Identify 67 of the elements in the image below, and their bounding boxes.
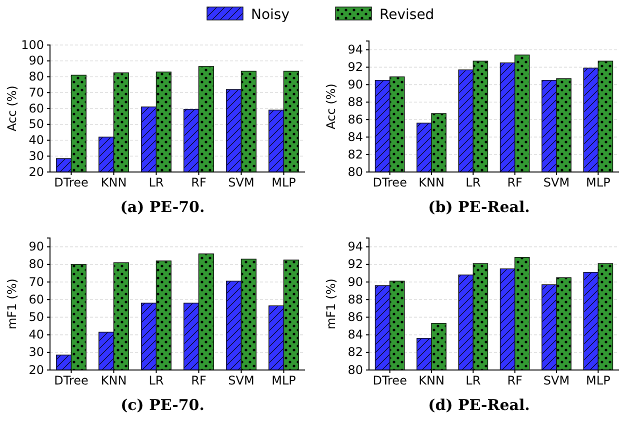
y-tick-label: 88 <box>348 94 363 109</box>
y-axis-title: mF1 (%) <box>5 278 19 330</box>
y-tick-label: 50 <box>28 117 44 132</box>
y-tick-label: 82 <box>348 345 363 360</box>
x-tick-label: KNN <box>100 176 127 190</box>
y-tick-label: 90 <box>28 54 44 68</box>
x-tick-label: SVM <box>543 374 570 388</box>
x-tick-label: SVM <box>228 176 254 190</box>
y-axis-title: mF1 (%) <box>324 278 338 330</box>
y-tick-label: 80 <box>348 164 363 179</box>
y-tick-label: 70 <box>28 85 44 100</box>
x-tick-label: KNN <box>418 374 444 388</box>
x-tick-label: MLP <box>586 374 610 388</box>
legend-label: Revised <box>380 7 434 23</box>
y-tick-label: 84 <box>348 328 363 342</box>
y-tick-label: 40 <box>28 133 44 148</box>
y-tick-label: 86 <box>348 112 363 126</box>
y-tick-label: 90 <box>28 240 44 254</box>
y-tick-label: 20 <box>28 164 44 179</box>
y-tick-label: 30 <box>28 345 44 360</box>
y-tick-label: 88 <box>348 292 363 306</box>
x-tick-label: RF <box>191 374 206 388</box>
y-tick-label: 100 <box>21 38 44 52</box>
x-tick-label: DTree <box>372 176 407 190</box>
y-tick-label: 20 <box>28 362 44 377</box>
x-tick-label: LR <box>148 374 164 388</box>
x-tick-label: DTree <box>54 176 88 190</box>
x-tick-label: SVM <box>228 374 254 388</box>
x-tick-label: LR <box>466 176 481 190</box>
y-tick-label: 82 <box>348 147 363 162</box>
text: (a) PE-70. <box>120 198 205 216</box>
x-tick-label: MLP <box>272 374 296 388</box>
y-tick-label: 92 <box>348 60 363 74</box>
y-tick-label: 86 <box>348 310 363 324</box>
x-tick-label: LR <box>148 176 164 190</box>
y-tick-label: 92 <box>348 257 363 272</box>
y-tick-label: 80 <box>28 257 44 272</box>
x-tick-label: KNN <box>418 176 444 190</box>
x-tick-label: KNN <box>100 374 127 388</box>
x-tick-label: DTree <box>372 374 407 388</box>
y-tick-label: 40 <box>28 328 44 342</box>
y-tick-label: 70 <box>28 274 44 289</box>
y-tick-label: 80 <box>28 70 44 84</box>
x-tick-label: MLP <box>586 176 610 190</box>
y-axis-title: Acc (%) <box>324 84 338 130</box>
x-tick-label: MLP <box>272 176 296 190</box>
x-tick-label: RF <box>191 176 206 190</box>
text: (b) PE-Real. <box>428 198 530 216</box>
y-tick-label: 60 <box>28 292 44 306</box>
x-tick-label: SVM <box>543 176 570 190</box>
x-tick-label: LR <box>466 374 481 388</box>
y-tick-label: 94 <box>348 42 363 57</box>
y-tick-label: 30 <box>28 148 44 163</box>
y-tick-label: 60 <box>28 101 44 116</box>
x-tick-label: RF <box>507 374 523 388</box>
x-tick-label: RF <box>507 176 523 190</box>
y-tick-label: 50 <box>28 310 44 324</box>
y-tick-label: 80 <box>348 362 363 377</box>
y-tick-label: 94 <box>348 240 363 254</box>
y-tick-label: 90 <box>348 274 363 289</box>
legend-label: Noisy <box>251 7 290 23</box>
y-tick-label: 84 <box>348 130 363 144</box>
x-tick-label: DTree <box>54 374 88 388</box>
text: (c) PE-70. <box>120 396 204 414</box>
y-axis-title: Acc (%) <box>5 86 19 132</box>
y-tick-label: 90 <box>348 78 363 92</box>
text: (d) PE-Real. <box>428 396 530 414</box>
